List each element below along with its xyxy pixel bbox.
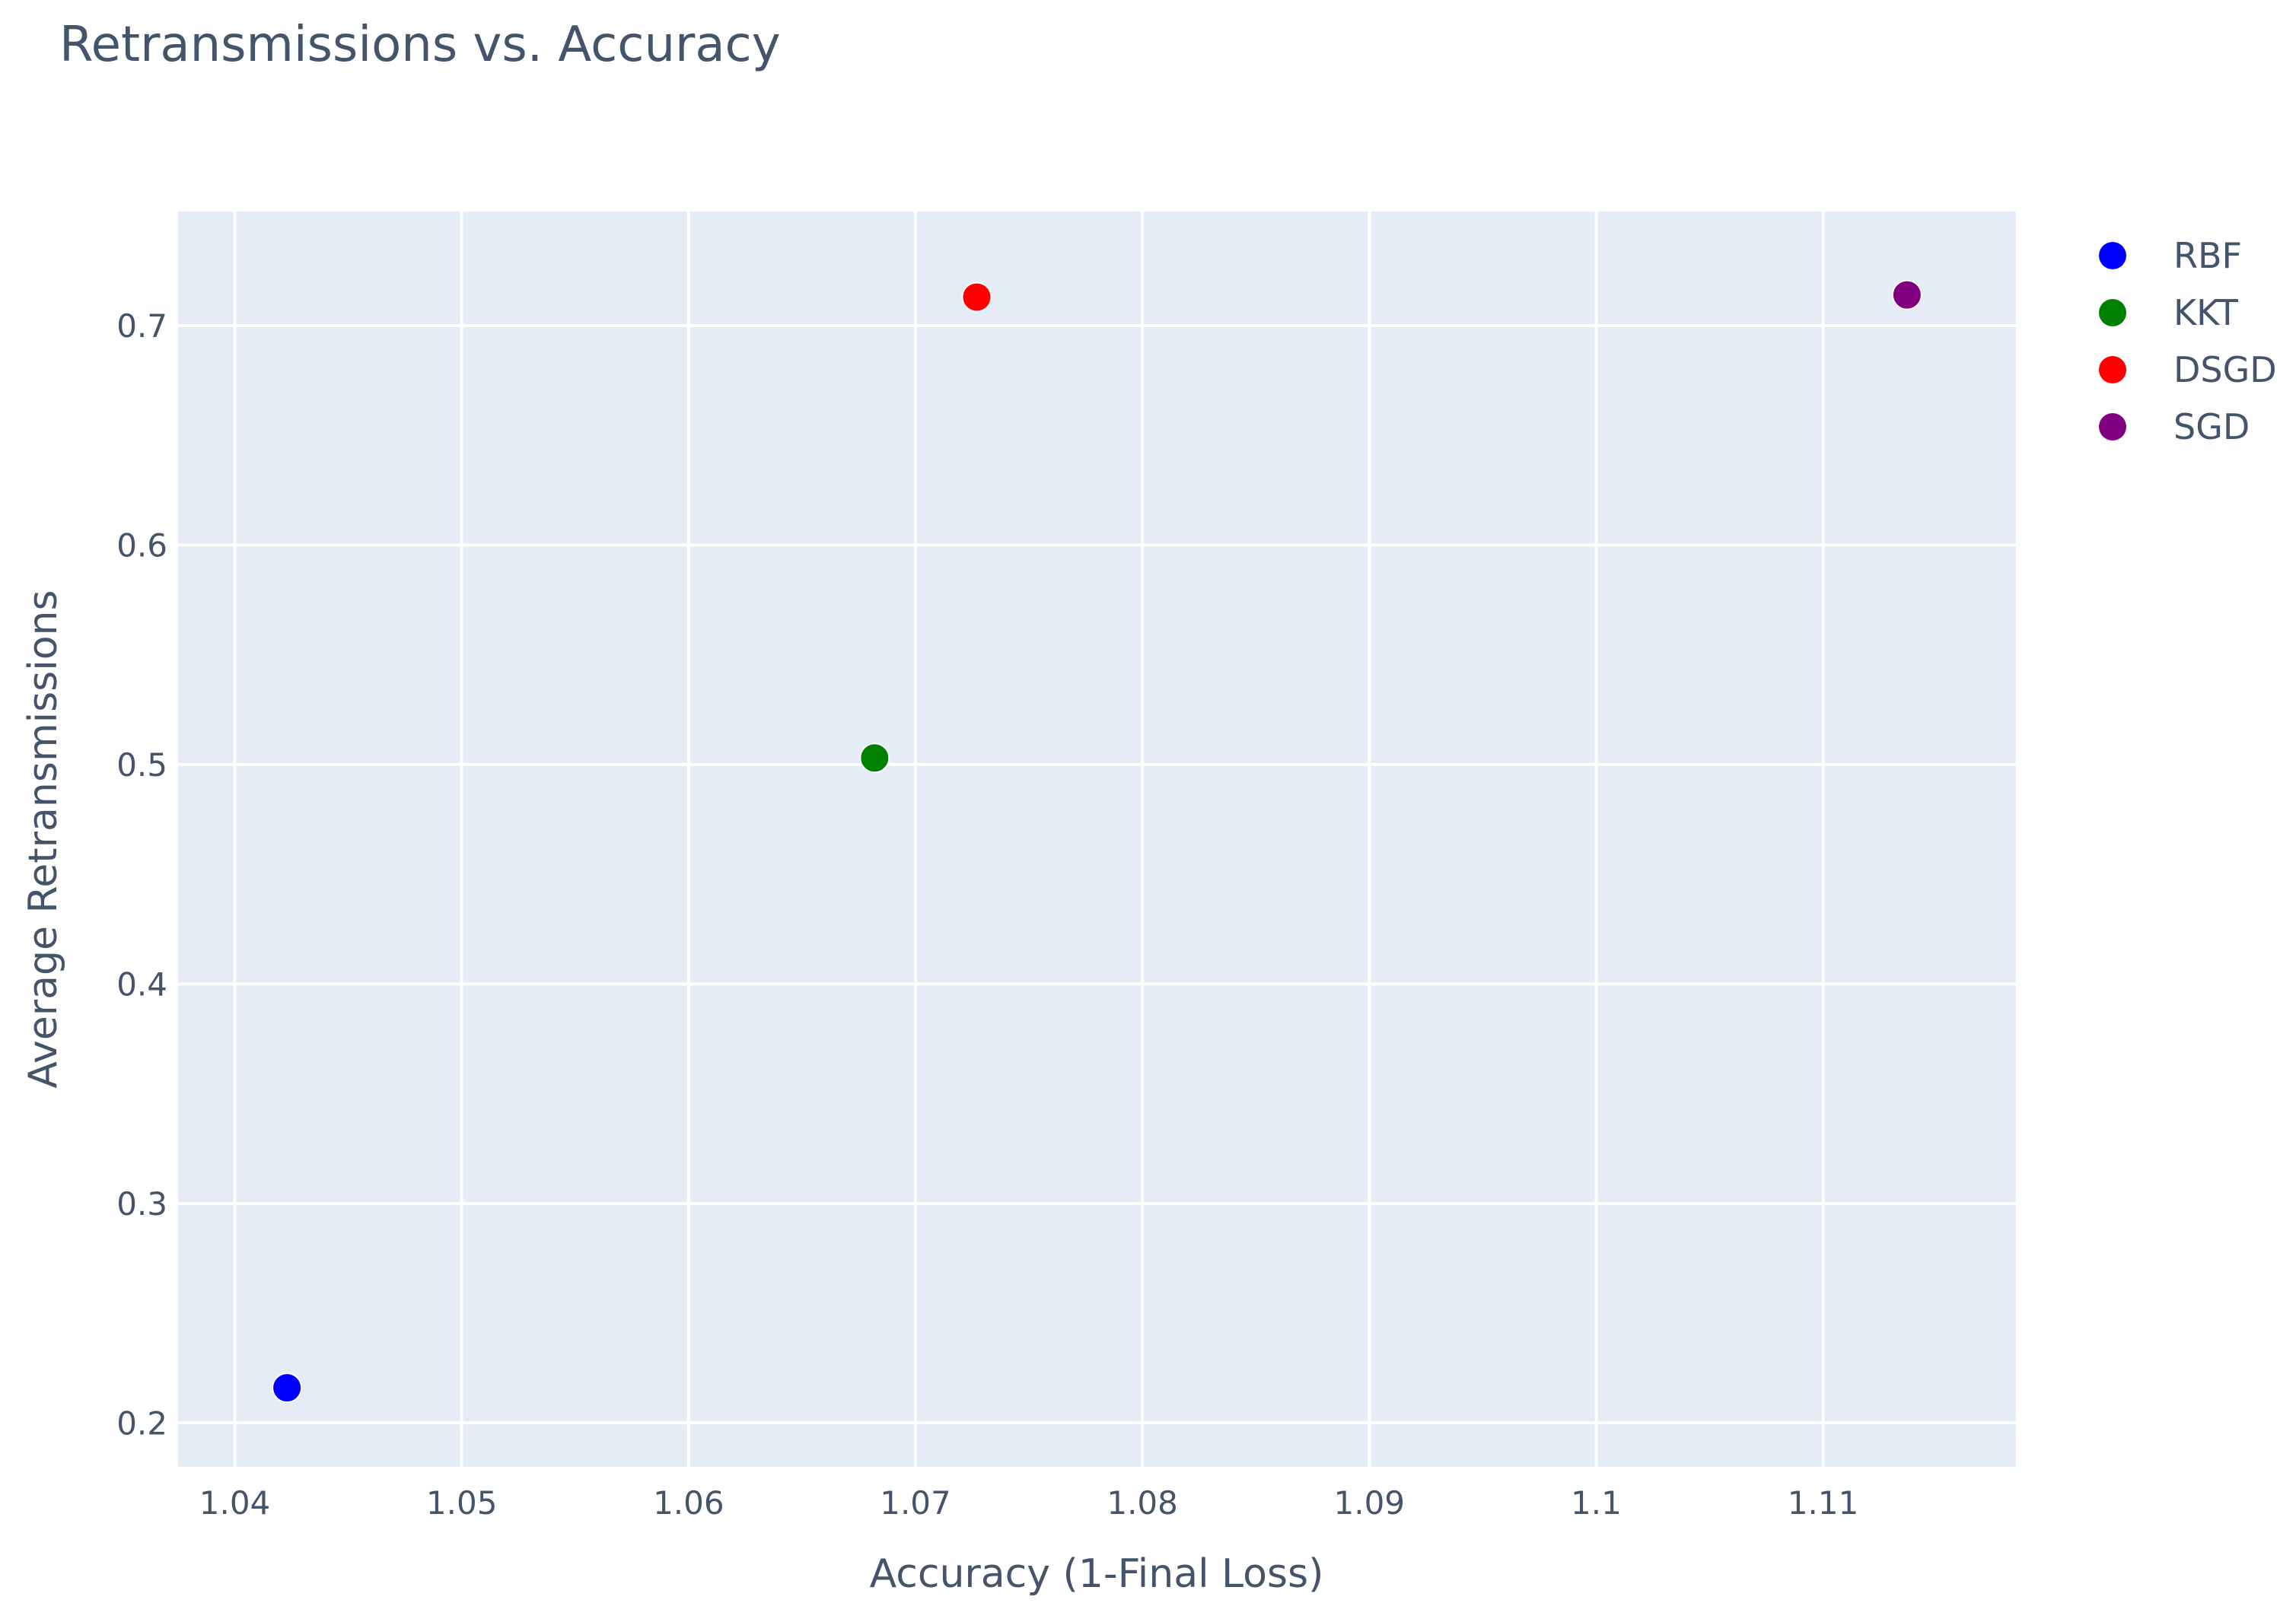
x-tick-label: 1.08 [1107,1484,1178,1522]
x-axis-title: Accuracy (1-Final Loss) [870,1551,1324,1597]
x-tick-label: 1.11 [1788,1484,1859,1522]
legend-item-rbf[interactable]: RBF [2099,235,2242,276]
data-points [272,279,1922,1404]
y-axis-title: Average Retransmissions [21,590,66,1088]
legend: RBF KKT DSGD SGD [2099,235,2277,447]
x-tick-label: 1.04 [199,1484,271,1522]
point-sgd [1891,279,1922,310]
y-tick-label: 0.4 [116,965,167,1003]
x-tick-label: 1.1 [1571,1484,1622,1522]
legend-item-dsgd[interactable]: DSGD [2099,349,2277,390]
point-rbf [272,1372,303,1404]
x-tick-label: 1.07 [880,1484,951,1522]
chart-title: Retransmissions vs. Accuracy [59,17,781,73]
legend-marker [2099,413,2126,440]
y-tick-label: 0.5 [116,746,167,784]
y-tick-label: 0.2 [116,1404,167,1442]
point-dsgd [961,281,992,313]
legend-label: KKT [2173,292,2239,333]
y-tick-label: 0.3 [116,1185,167,1223]
legend-item-kkt[interactable]: KKT [2099,292,2239,333]
x-tick-labels: 1.04 1.05 1.06 1.07 1.08 1.09 1.1 1.11 [199,1484,1859,1522]
y-tick-label: 0.7 [116,307,167,345]
y-gridlines [178,324,2016,1425]
point-kkt [859,743,890,774]
legend-marker [2099,356,2126,383]
legend-item-sgd[interactable]: SGD [2099,406,2250,447]
x-tick-label: 1.09 [1334,1484,1406,1522]
legend-marker [2099,242,2126,269]
x-gridlines [233,211,1825,1467]
x-tick-label: 1.05 [426,1484,498,1522]
legend-label: RBF [2173,235,2242,276]
x-tick-label: 1.06 [653,1484,724,1522]
legend-marker [2099,299,2126,326]
legend-label: SGD [2173,406,2250,447]
y-tick-labels: 0.2 0.3 0.4 0.5 0.6 0.7 [116,307,167,1442]
legend-label: DSGD [2173,349,2277,390]
y-tick-label: 0.6 [116,526,167,564]
plot-area [178,211,2016,1467]
